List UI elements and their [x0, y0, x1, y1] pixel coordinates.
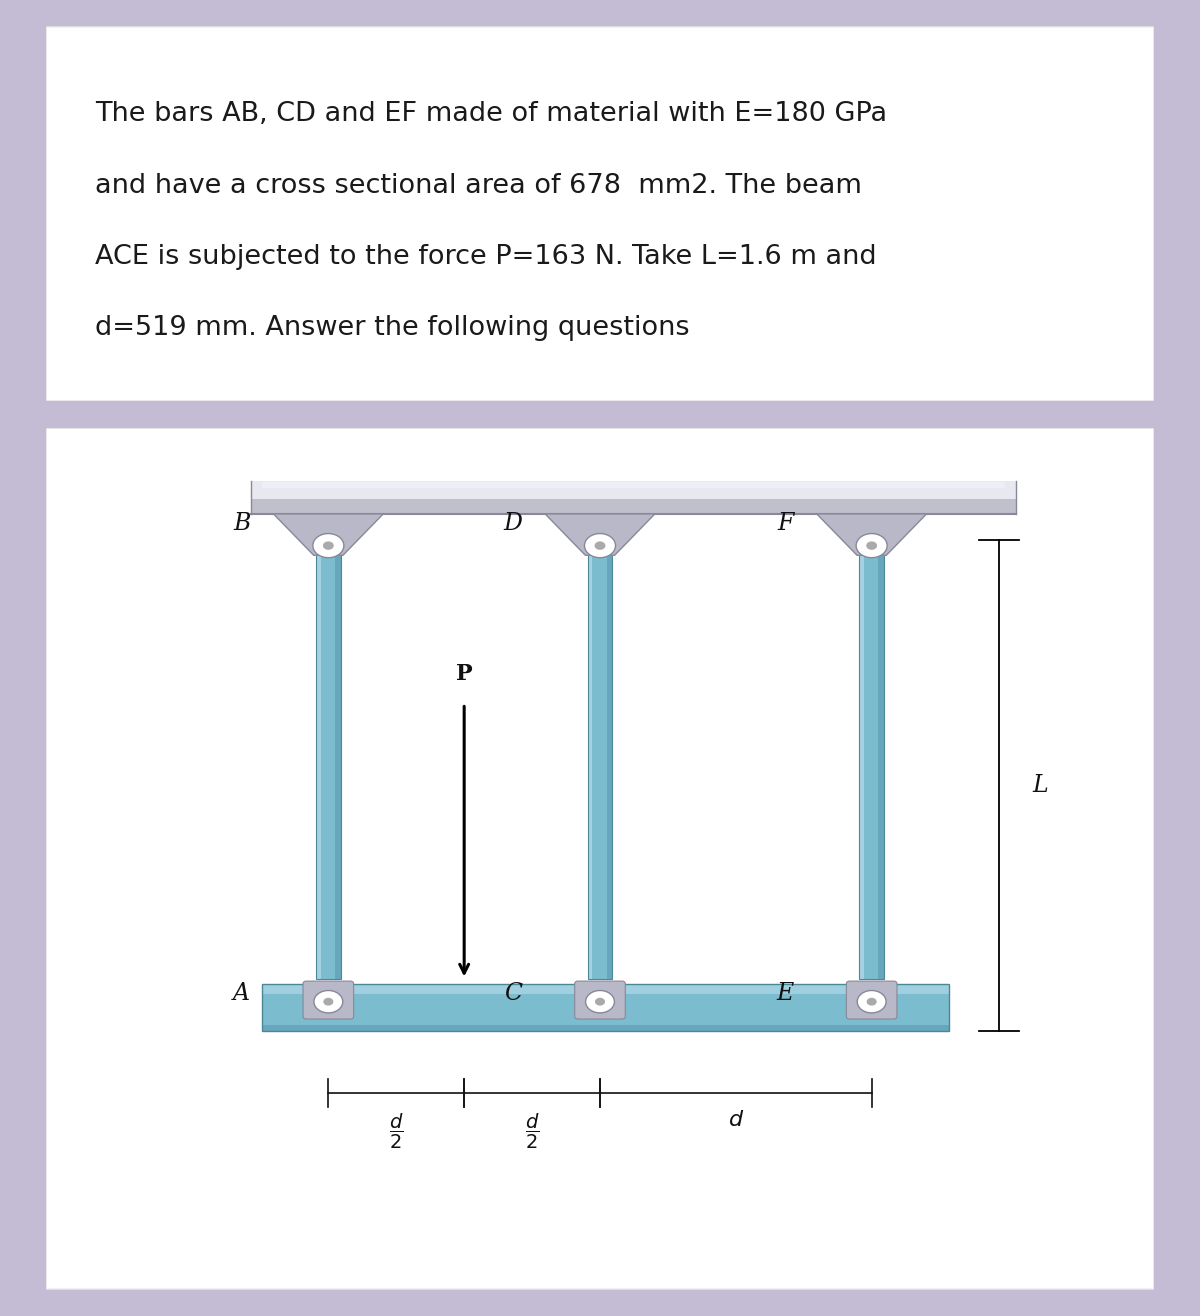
- Bar: [335, 540, 341, 979]
- Circle shape: [313, 533, 344, 558]
- Circle shape: [586, 991, 614, 1013]
- Text: L: L: [1032, 774, 1048, 797]
- Text: $\dfrac{d}{2}$: $\dfrac{d}{2}$: [524, 1112, 539, 1152]
- Text: The bars AB, CD and EF made of material with E=180 GPa: The bars AB, CD and EF made of material …: [96, 101, 888, 128]
- Text: ACE is subjected to the force P=163 N. Take L=1.6 m and: ACE is subjected to the force P=163 N. T…: [96, 243, 877, 270]
- Text: B: B: [233, 512, 251, 536]
- Bar: [859, 540, 884, 979]
- Bar: [262, 983, 949, 994]
- Bar: [316, 540, 320, 979]
- Polygon shape: [817, 513, 926, 555]
- FancyBboxPatch shape: [846, 982, 896, 1019]
- Circle shape: [856, 533, 887, 558]
- Circle shape: [323, 998, 334, 1005]
- Bar: [588, 540, 612, 979]
- Polygon shape: [274, 513, 383, 555]
- Text: D: D: [503, 512, 522, 536]
- FancyBboxPatch shape: [46, 428, 1154, 1290]
- Circle shape: [594, 541, 606, 550]
- FancyBboxPatch shape: [46, 26, 1154, 401]
- Text: and have a cross sectional area of 678  mm2. The beam: and have a cross sectional area of 678 m…: [96, 172, 863, 199]
- Bar: [859, 540, 864, 979]
- Circle shape: [866, 998, 877, 1005]
- Circle shape: [323, 541, 334, 550]
- Bar: [262, 983, 949, 1032]
- Circle shape: [866, 541, 877, 550]
- Bar: [859, 540, 884, 979]
- Bar: [878, 540, 884, 979]
- Bar: [316, 540, 341, 979]
- Bar: [262, 983, 949, 1032]
- Text: F: F: [778, 512, 793, 536]
- Polygon shape: [545, 513, 655, 555]
- Text: C: C: [504, 982, 522, 1004]
- Bar: [588, 540, 592, 979]
- Bar: [251, 482, 1016, 499]
- Text: $d$: $d$: [727, 1108, 744, 1130]
- Bar: [316, 540, 341, 979]
- Bar: [588, 540, 612, 979]
- Text: d=519 mm. Answer the following questions: d=519 mm. Answer the following questions: [96, 315, 690, 341]
- Text: P: P: [456, 662, 473, 684]
- Circle shape: [584, 533, 616, 558]
- Bar: [262, 1025, 949, 1032]
- Circle shape: [314, 991, 343, 1013]
- Text: $\dfrac{d}{2}$: $\dfrac{d}{2}$: [389, 1112, 403, 1152]
- Circle shape: [857, 991, 886, 1013]
- Circle shape: [595, 998, 605, 1005]
- FancyBboxPatch shape: [304, 982, 354, 1019]
- FancyBboxPatch shape: [575, 982, 625, 1019]
- Bar: [607, 540, 612, 979]
- Text: A: A: [233, 982, 251, 1004]
- Bar: [262, 482, 1004, 488]
- Text: E: E: [776, 982, 793, 1004]
- Bar: [251, 499, 1016, 513]
